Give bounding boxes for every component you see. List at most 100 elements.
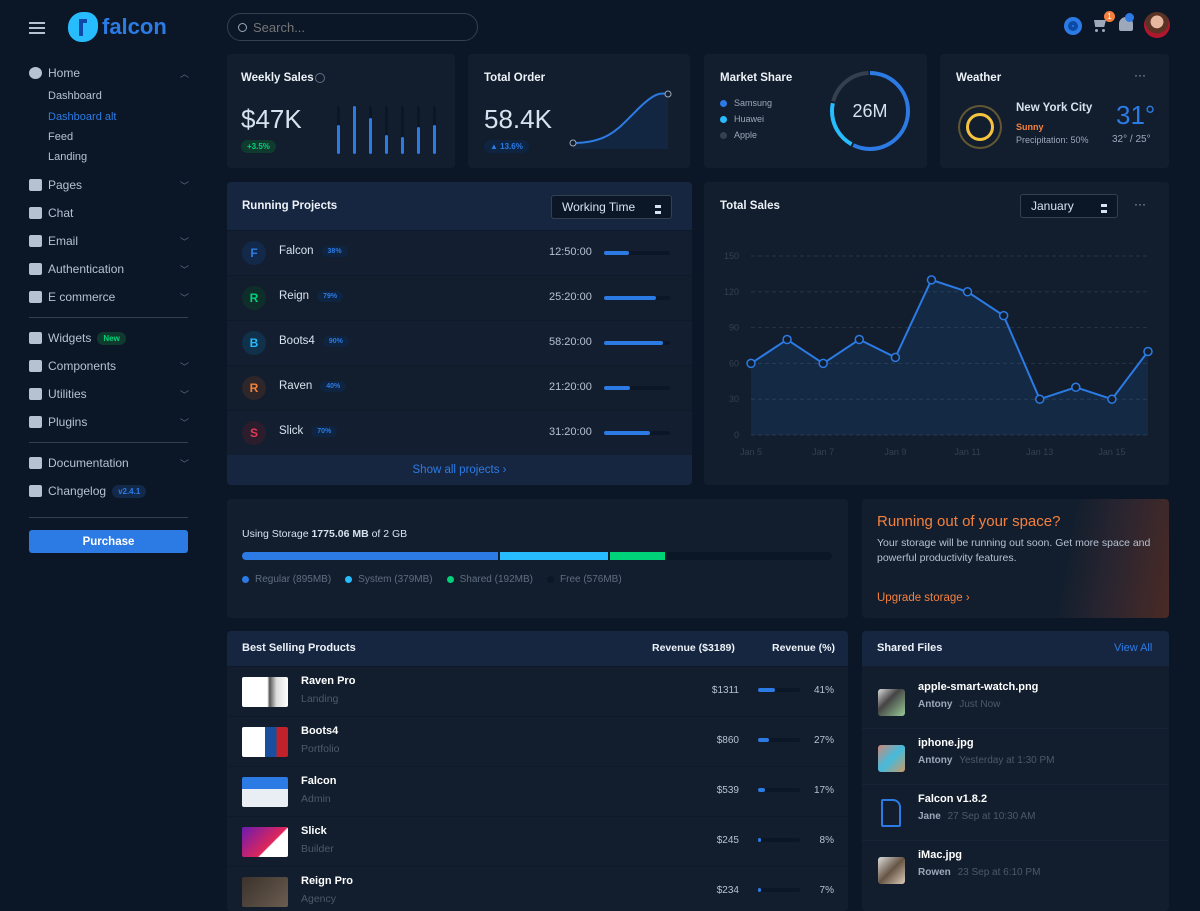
- data-point: [998, 310, 1009, 321]
- product-pct: 41%: [813, 685, 834, 696]
- promo-title: Running out of your space?: [877, 513, 1061, 530]
- running-projects-card: Running Projects Working Time F Falcon 3…: [227, 182, 692, 485]
- project-name[interactable]: Boots4: [279, 335, 315, 347]
- sun-icon: [966, 113, 994, 141]
- project-name[interactable]: Falcon: [279, 245, 314, 257]
- x-tick-label: Jan 5: [740, 447, 762, 457]
- menu-toggle-icon[interactable]: [29, 22, 45, 34]
- project-row[interactable]: R Raven 40% 21:20:00: [227, 365, 692, 410]
- product-row[interactable]: Falcon Admin $539 17%: [227, 766, 848, 816]
- gear-icon[interactable]: [1064, 17, 1082, 35]
- sidebar-sub-landing[interactable]: Landing: [48, 151, 88, 163]
- project-row[interactable]: B Boots4 90% 58:20:00: [227, 320, 692, 365]
- sidebar-item-authentication[interactable]: Authentication ﹀: [29, 262, 189, 276]
- puzzle-icon: [29, 360, 42, 372]
- month-select[interactable]: January: [1020, 194, 1118, 218]
- sidebar-item-home[interactable]: Home ︿: [29, 66, 189, 80]
- shared-file-row[interactable]: apple-smart-watch.png Antony Just Now: [862, 673, 1168, 729]
- project-name[interactable]: Reign: [279, 290, 310, 302]
- sidebar-item-utilities[interactable]: Utilities ﹀: [29, 387, 189, 401]
- purchase-button[interactable]: Purchase: [29, 530, 188, 553]
- product-row[interactable]: Slick Builder $245 8%: [227, 816, 848, 866]
- product-name[interactable]: Raven Pro: [301, 675, 356, 687]
- storage-legend-shared: Shared (192MB): [446, 574, 533, 585]
- sidebar-item-email[interactable]: Email ﹀: [29, 234, 189, 248]
- avatar[interactable]: [1144, 12, 1170, 38]
- sidebar-item-changelog[interactable]: Changelog v2.4.1: [29, 484, 189, 498]
- product-row[interactable]: Reign Pro Agency $234 7%: [227, 866, 848, 911]
- revenue-column-header[interactable]: Revenue ($3189): [652, 642, 735, 654]
- product-pct: 27%: [813, 735, 834, 746]
- fire-icon: [29, 388, 42, 400]
- shared-file-row[interactable]: iMac.jpg Rowen 23 Sep at 6:10 PM: [862, 841, 1168, 897]
- sidebar-item-documentation[interactable]: Documentation ﹀: [29, 456, 189, 470]
- data-point: [746, 358, 756, 369]
- show-all-projects-link[interactable]: Show all projects ›: [227, 455, 692, 485]
- brand-logo[interactable]: falcon: [68, 12, 167, 42]
- sidebar-item-plugins[interactable]: Plugins ﹀: [29, 415, 189, 429]
- file-name[interactable]: iphone.jpg: [918, 737, 974, 749]
- view-all-link[interactable]: View All: [1114, 642, 1153, 654]
- product-name[interactable]: Slick: [301, 825, 327, 837]
- legend-apple: Apple: [720, 130, 757, 140]
- project-row[interactable]: F Falcon 38% 12:50:00: [227, 230, 692, 275]
- weather-card: Weather ··· New York City Sunny Precipit…: [940, 54, 1169, 168]
- y-tick-label: 60: [729, 358, 739, 368]
- product-revenue: $234: [716, 885, 739, 896]
- project-avatar: R: [242, 286, 266, 310]
- project-name[interactable]: Raven: [279, 380, 313, 392]
- working-time-select[interactable]: Working Time: [551, 195, 672, 219]
- y-tick-label: 0: [734, 430, 739, 440]
- file-name[interactable]: iMac.jpg: [918, 849, 963, 861]
- sidebar-sub-dashboard-alt[interactable]: Dashboard alt: [48, 111, 117, 123]
- shared-file-row[interactable]: iphone.jpg Antony Yesterday at 1:30 PM: [862, 729, 1168, 785]
- chevron-up-icon: ︿: [179, 68, 189, 79]
- y-tick-label: 150: [724, 251, 739, 261]
- more-options-icon[interactable]: ···: [1134, 68, 1146, 82]
- sidebar-item-chat[interactable]: Chat: [29, 206, 189, 220]
- info-icon[interactable]: [315, 73, 325, 83]
- file-name[interactable]: apple-smart-watch.png: [918, 681, 1039, 693]
- project-time: 58:20:00: [549, 336, 592, 348]
- project-pct-badge: 79%: [317, 290, 344, 302]
- project-progress: [604, 431, 670, 435]
- sidebar-item-widgets[interactable]: Widgets New: [29, 331, 189, 345]
- product-row[interactable]: Boots4 Portfolio $860 27%: [227, 716, 848, 766]
- product-name[interactable]: Reign Pro: [301, 875, 353, 887]
- widgets-badge: New: [97, 331, 126, 345]
- product-name[interactable]: Falcon: [301, 775, 337, 787]
- market-share-card: Market Share Samsung Huawei Apple 26M: [704, 54, 927, 168]
- storage-bar: [242, 552, 832, 560]
- revenue-pct-column-header[interactable]: Revenue (%): [772, 642, 836, 654]
- file-user: Antony Yesterday at 1:30 PM: [918, 755, 1055, 766]
- project-name[interactable]: Slick: [279, 425, 304, 437]
- product-name[interactable]: Boots4: [301, 725, 339, 737]
- sidebar-divider: [29, 317, 188, 318]
- widgets-icon: [29, 332, 42, 344]
- search-input[interactable]: [253, 19, 453, 35]
- sidebar-sub-feed[interactable]: Feed: [48, 131, 74, 143]
- file-name[interactable]: Falcon v1.8.2: [918, 793, 988, 805]
- sidebar-sub-dashboard[interactable]: Dashboard: [48, 90, 102, 102]
- sidebar-item-components[interactable]: Components ﹀: [29, 359, 189, 373]
- project-pct-badge: 90%: [322, 335, 349, 347]
- cart-icon[interactable]: [1092, 19, 1108, 33]
- sidebar-item-e-commerce[interactable]: E commerce ﹀: [29, 290, 189, 304]
- data-point: [818, 358, 828, 369]
- more-options-icon[interactable]: ···: [1134, 197, 1146, 211]
- sidebar-item-pages[interactable]: Pages ﹀: [29, 178, 189, 192]
- search-box[interactable]: [227, 13, 478, 41]
- upgrade-storage-link[interactable]: Upgrade storage ›: [877, 592, 970, 604]
- file-user: Jane 27 Sep at 10:30 AM: [918, 811, 1036, 822]
- shared-file-row[interactable]: Falcon v1.8.2 Jane 27 Sep at 10:30 AM: [862, 785, 1168, 841]
- sort-icon: [655, 205, 661, 214]
- product-row[interactable]: Raven Pro Landing $1311 41%: [227, 666, 848, 716]
- project-row[interactable]: R Reign 79% 25:20:00: [227, 275, 692, 320]
- legend-dot: [720, 131, 727, 139]
- project-row[interactable]: S Slick 70% 31:20:00: [227, 410, 692, 455]
- products-title: Best Selling Products: [242, 642, 356, 654]
- product-revenue-bar: [758, 738, 800, 742]
- data-point: [962, 287, 973, 297]
- x-tick-label: Jan 9: [884, 447, 906, 457]
- data-point: [1034, 394, 1045, 404]
